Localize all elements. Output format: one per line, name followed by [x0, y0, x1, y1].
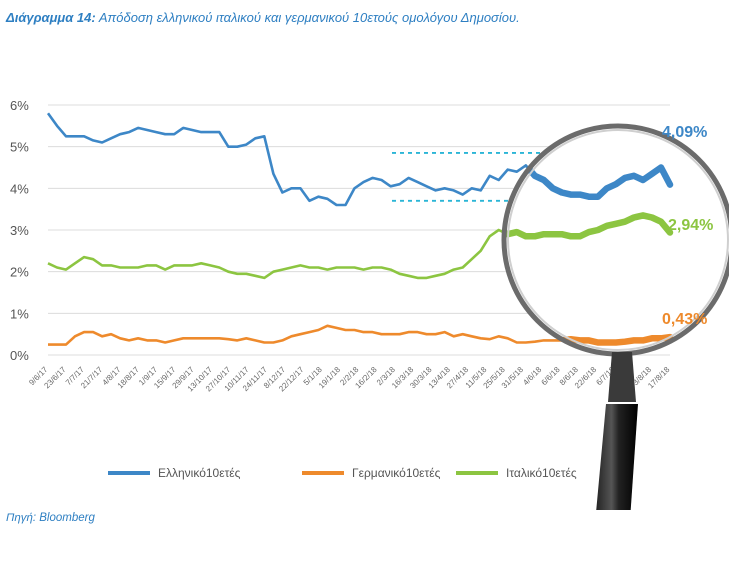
zoomed-line-italian — [504, 212, 674, 282]
zoomed-line-greek — [504, 126, 674, 209]
yield-line-chart: 0% 1% 2% 3% 4% 5% 6% 9/6/1723/6/177/7/1721/7/1… — [10, 98, 729, 510]
lens-rim-inner — [507, 129, 729, 351]
magnifier-lens — [501, 123, 729, 510]
end-label-italian: 2,94% — [668, 217, 713, 234]
y-tick-label: 0% — [10, 348, 29, 363]
x-tick-label: 6/6/18 — [540, 365, 562, 387]
y-tick-label: 3% — [10, 223, 29, 238]
chart-legend: Ελληνικό10ετές Γερμανικό10ετές Ιταλικό10ετ… — [108, 466, 577, 480]
legend-label-greek: Ελληνικό10ετές — [158, 466, 241, 480]
end-label-greek: 4,09% — [662, 124, 707, 141]
y-tick-label: 1% — [10, 306, 29, 321]
y-tick-label: 6% — [10, 98, 29, 113]
y-tick-label: 5% — [10, 140, 29, 155]
x-axis-ticks: 9/6/1723/6/177/7/1721/7/174/8/1718/8/171… — [27, 365, 671, 394]
y-axis-ticks: 0% 1% 2% 3% 4% 5% 6% — [10, 98, 29, 363]
end-value-labels: 4,09% 2,94% 0,43% — [662, 124, 713, 328]
y-tick-label: 2% — [10, 265, 29, 280]
source-note: Πηγή: Bloomberg — [6, 512, 95, 524]
x-tick-label: 4/6/18 — [521, 365, 543, 387]
legend-label-german: Γερμανικό10ετές — [352, 466, 441, 480]
chart-title: Διάγραμμα 14: Απόδοση ελληνικού ιταλικού… — [6, 10, 520, 25]
y-tick-label: 4% — [10, 181, 29, 196]
chart-title-text: Απόδοση ελληνικού ιταλικού και γερμανικο… — [98, 10, 520, 25]
magnifier-handle — [596, 404, 638, 510]
end-label-german: 0,43% — [662, 311, 707, 328]
legend-label-italian: Ιταλικό10ετές — [506, 466, 577, 480]
chart-title-prefix: Διάγραμμα 14: — [6, 10, 96, 25]
magnifier-neck — [608, 352, 636, 402]
